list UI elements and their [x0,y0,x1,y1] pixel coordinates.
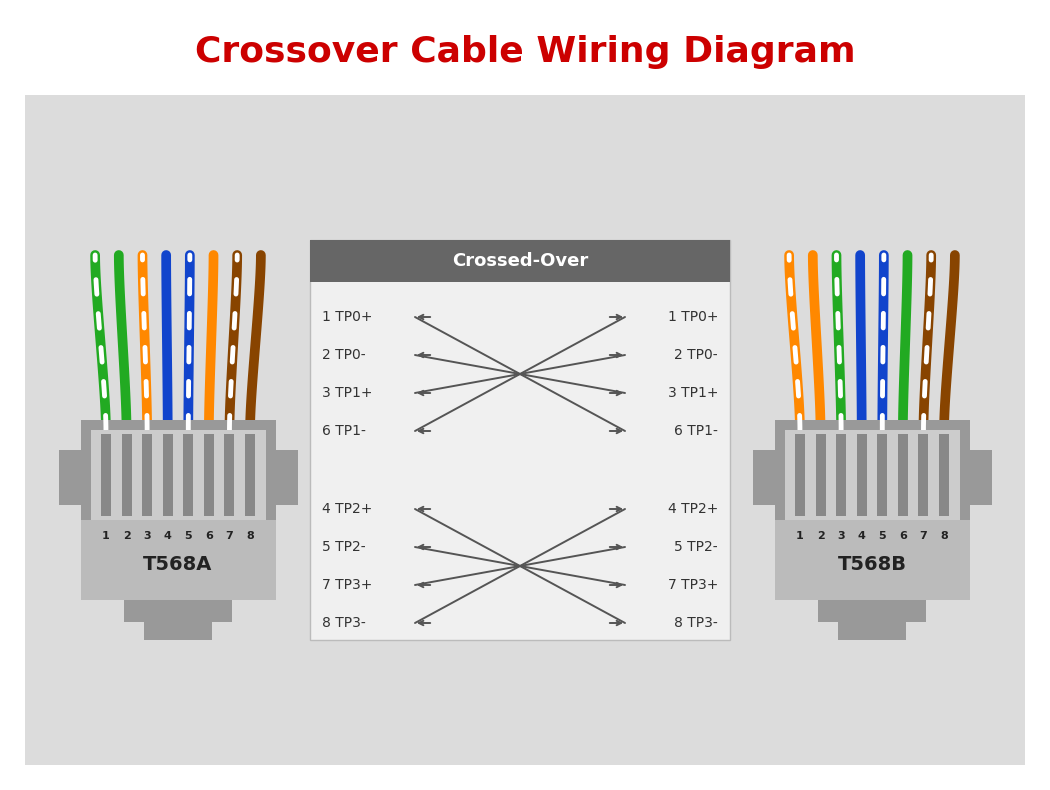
Text: 1: 1 [102,531,110,541]
Bar [753,450,775,505]
Bar [90,430,266,520]
Text: 3: 3 [143,531,151,541]
Text: 2: 2 [123,531,130,541]
Text: 2: 2 [817,531,824,541]
Bar [25,95,1025,765]
Text: 7 TP3+: 7 TP3+ [668,578,718,592]
Text: 4: 4 [858,531,865,541]
Bar [59,450,81,505]
Bar [775,520,969,600]
Text: 5 TP2-: 5 TP2- [322,540,365,554]
Bar [184,434,193,516]
Bar [144,622,212,640]
Bar [838,622,906,640]
Bar [795,434,805,516]
Bar [124,600,232,622]
Text: 2 TP0-: 2 TP0- [322,348,365,362]
Bar [142,434,152,516]
Text: 3: 3 [837,531,845,541]
Bar [163,434,172,516]
Bar [784,430,960,520]
Bar [878,434,887,516]
Text: 3 TP1+: 3 TP1+ [322,386,373,400]
Text: T568A: T568A [143,555,213,574]
Bar [245,434,255,516]
Bar [101,434,111,516]
Bar [81,420,275,600]
Text: 4 TP2+: 4 TP2+ [322,502,373,516]
Bar [919,434,928,516]
Text: 8 TP3-: 8 TP3- [674,616,718,630]
Text: 6 TP1-: 6 TP1- [674,424,718,438]
Text: 1 TP0+: 1 TP0+ [322,310,373,324]
Text: 8: 8 [246,531,254,541]
Bar [225,434,234,516]
Bar [775,420,969,600]
Text: 1: 1 [796,531,804,541]
Text: T568B: T568B [838,555,906,574]
Text: 6: 6 [205,531,213,541]
Text: 4 TP2+: 4 TP2+ [668,502,718,516]
Bar [81,520,275,600]
Bar [204,434,214,516]
Text: 6 TP1-: 6 TP1- [322,424,365,438]
Text: 1 TP0+: 1 TP0+ [668,310,718,324]
Bar [836,434,846,516]
Text: 5 TP2-: 5 TP2- [674,540,718,554]
Text: 5: 5 [185,531,192,541]
Text: 7: 7 [226,531,233,541]
Text: 5: 5 [879,531,886,541]
Bar [939,434,949,516]
Bar [310,240,730,282]
Bar [310,240,730,640]
Text: 7 TP3+: 7 TP3+ [322,578,373,592]
Bar [898,434,908,516]
Text: Crossover Cable Wiring Diagram: Crossover Cable Wiring Diagram [194,35,856,69]
Bar [818,600,926,622]
Text: Crossed-Over: Crossed-Over [452,252,588,270]
Text: 6: 6 [899,531,907,541]
Text: 4: 4 [164,531,171,541]
Bar [122,434,131,516]
Text: 2 TP0-: 2 TP0- [674,348,718,362]
Text: 7: 7 [920,531,927,541]
Text: 8 TP3-: 8 TP3- [322,616,365,630]
Text: 3 TP1+: 3 TP1+ [668,386,718,400]
Bar [857,434,866,516]
Bar [816,434,825,516]
Text: 8: 8 [940,531,948,541]
Bar [969,450,991,505]
Bar [275,450,297,505]
